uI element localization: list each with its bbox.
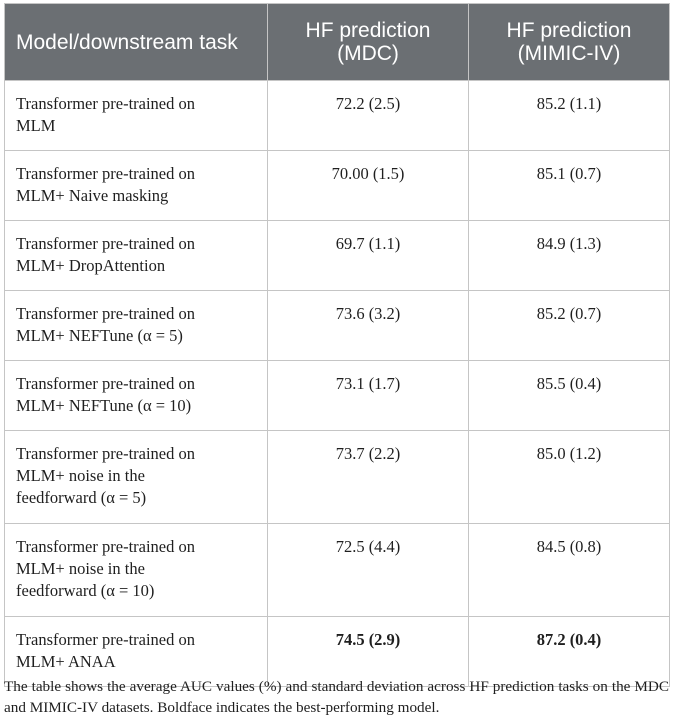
results-table: Model/downstream task HF prediction (MDC… <box>4 3 670 687</box>
mdc-value: 73.1 (1.7) <box>335 374 401 393</box>
mimic-value: 85.5 (0.4) <box>536 374 602 393</box>
header-mimic: HF prediction (MIMIC-IV) <box>468 3 670 81</box>
mimic-value: 84.9 (1.3) <box>536 234 602 253</box>
model-name-line: MLM+ NEFTune (α = 10) <box>16 396 192 415</box>
model-cell: Transformer pre-trained on MLM+ noise in … <box>4 523 268 617</box>
model-name-line: Transformer pre-trained on <box>16 630 196 649</box>
mdc-value: 73.7 (2.2) <box>335 444 401 463</box>
model-name-line: MLM+ ANAA <box>16 652 116 671</box>
mdc-value-cell: 72.2 (2.5) <box>267 80 469 151</box>
mdc-value-cell: 70.00 (1.5) <box>267 150 469 221</box>
model-name-line: MLM+ DropAttention <box>16 256 166 275</box>
mimic-value-cell: 85.1 (0.7) <box>468 150 670 221</box>
model-cell: Transformer pre-trained on MLM <box>4 80 268 151</box>
header-model: Model/downstream task <box>4 3 268 81</box>
model-name-line: Transformer pre-trained on <box>16 234 196 253</box>
mdc-value-cell: 73.1 (1.7) <box>267 360 469 431</box>
model-name-line: MLM <box>16 116 56 135</box>
table-row: Transformer pre-trained on MLM+ noise in … <box>4 430 670 524</box>
mdc-value: 69.7 (1.1) <box>335 234 401 253</box>
mimic-value: 85.2 (1.1) <box>536 94 602 113</box>
header-row: Model/downstream task HF prediction (MDC… <box>4 3 670 81</box>
mimic-value-cell: 87.2 (0.4) <box>468 616 670 687</box>
model-name-line: Transformer pre-trained on <box>16 304 196 323</box>
model-name-line: Transformer pre-trained on <box>16 94 196 113</box>
model-cell: Transformer pre-trained on MLM+ NEFTune (… <box>4 290 268 361</box>
model-cell: Transformer pre-trained on MLM+ NEFTune (… <box>4 360 268 431</box>
mdc-value-cell: 74.5 (2.9) <box>267 616 469 687</box>
model-name-line: feedforward (α = 5) <box>16 488 147 507</box>
mdc-value-cell: 73.7 (2.2) <box>267 430 469 524</box>
model-name-line: MLM+ NEFTune (α = 5) <box>16 326 183 345</box>
table-row: Transformer pre-trained on MLM+ NEFTune (… <box>4 290 670 361</box>
model-cell: Transformer pre-trained on MLM+ DropAtten… <box>4 220 268 291</box>
model-name-line: MLM+ noise in the <box>16 559 145 578</box>
mdc-value-cell: 69.7 (1.1) <box>267 220 469 291</box>
mdc-value: 72.2 (2.5) <box>335 94 401 113</box>
mdc-value-cell: 73.6 (3.2) <box>267 290 469 361</box>
model-name-line: Transformer pre-trained on <box>16 444 196 463</box>
mimic-value: 85.1 (0.7) <box>536 164 602 183</box>
mdc-value-cell: 72.5 (4.4) <box>267 523 469 617</box>
mimic-value-cell: 85.2 (0.7) <box>468 290 670 361</box>
model-name-line: Transformer pre-trained on <box>16 537 196 556</box>
mimic-value: 85.0 (1.2) <box>536 444 602 463</box>
table-row: Transformer pre-trained on MLM+ DropAtten… <box>4 220 670 291</box>
mimic-value-cell: 84.9 (1.3) <box>468 220 670 291</box>
mimic-value-cell: 84.5 (0.8) <box>468 523 670 617</box>
mdc-value: 74.5 (2.9) <box>335 630 401 649</box>
model-name-line: MLM+ noise in the <box>16 466 145 485</box>
mimic-value: 87.2 (0.4) <box>536 630 602 649</box>
table-row: Transformer pre-trained on MLM+ ANAA 74.5 … <box>4 616 670 687</box>
model-name-line: Transformer pre-trained on <box>16 164 196 183</box>
mimic-value-cell: 85.5 (0.4) <box>468 360 670 431</box>
mimic-value: 84.5 (0.8) <box>536 537 602 556</box>
model-name-line: Transformer pre-trained on <box>16 374 196 393</box>
model-name-line: MLM+ Naive masking <box>16 186 169 205</box>
mimic-value-cell: 85.0 (1.2) <box>468 430 670 524</box>
model-cell: Transformer pre-trained on MLM+ noise in … <box>4 430 268 524</box>
table-row: Transformer pre-trained on MLM+ NEFTune (… <box>4 360 670 431</box>
mdc-value: 70.00 (1.5) <box>331 164 405 183</box>
mimic-value: 85.2 (0.7) <box>536 304 602 323</box>
model-name-line: feedforward (α = 10) <box>16 581 155 600</box>
mimic-value-cell: 85.2 (1.1) <box>468 80 670 151</box>
model-cell: Transformer pre-trained on MLM+ ANAA <box>4 616 268 687</box>
header-mdc: HF prediction (MDC) <box>267 3 469 81</box>
table-caption: The table shows the average AUC values (… <box>4 678 669 716</box>
mdc-value: 73.6 (3.2) <box>335 304 401 323</box>
table-row: Transformer pre-trained on MLM+ noise in … <box>4 523 670 617</box>
model-cell: Transformer pre-trained on MLM+ Naive mas… <box>4 150 268 221</box>
table-row: Transformer pre-trained on MLM 72.2 (2.5) 8… <box>4 80 670 151</box>
table-row: Transformer pre-trained on MLM+ Naive mas… <box>4 150 670 221</box>
mdc-value: 72.5 (4.4) <box>335 537 401 556</box>
